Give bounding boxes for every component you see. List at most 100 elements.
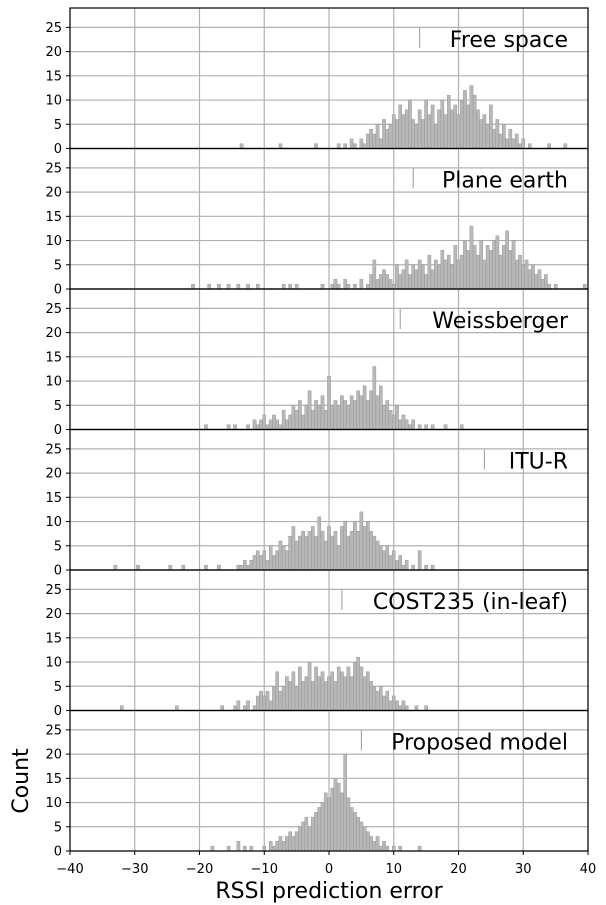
histogram-bar xyxy=(537,269,542,290)
histogram-bar xyxy=(317,676,322,711)
histogram-bar xyxy=(450,109,454,149)
histogram-bar xyxy=(372,841,377,852)
histogram-bar xyxy=(226,424,231,430)
histogram-bar xyxy=(314,143,318,149)
histogram-bar xyxy=(249,845,254,852)
histogram-bar xyxy=(359,395,364,430)
histogram-bar xyxy=(327,526,331,571)
histogram-bar xyxy=(372,259,377,290)
histogram-bar xyxy=(239,143,244,149)
histogram-bar xyxy=(498,133,503,149)
histogram-bar xyxy=(476,109,480,149)
y-tick-label: 5 xyxy=(54,820,62,835)
histogram-bar xyxy=(479,240,483,290)
histogram-bar xyxy=(382,405,386,430)
histogram-bar xyxy=(514,259,519,290)
histogram-bar xyxy=(336,782,341,852)
x-tick-label: 40 xyxy=(580,862,597,877)
histogram-bar xyxy=(288,831,292,852)
x-tick-label: 0 xyxy=(325,862,333,877)
histogram-bar xyxy=(285,419,289,430)
histogram-bar xyxy=(204,424,208,430)
histogram-bar xyxy=(395,405,399,430)
histogram-bar xyxy=(359,821,364,852)
histogram-bar xyxy=(401,269,406,290)
histogram-bar xyxy=(278,143,283,149)
histogram-bar xyxy=(294,283,299,290)
histogram-bar xyxy=(120,705,124,711)
histogram-bar xyxy=(472,245,477,290)
histogram-bar xyxy=(327,376,331,430)
histogram-bar xyxy=(527,269,532,290)
histogram-bar xyxy=(446,95,451,149)
histogram-bar xyxy=(366,400,370,430)
histogram-bar xyxy=(372,686,377,711)
histogram-bar xyxy=(343,753,347,852)
y-tick-label: 25 xyxy=(45,302,62,317)
histogram-bar xyxy=(346,666,351,711)
histogram-bar xyxy=(472,95,477,149)
histogram-bar xyxy=(424,564,428,571)
y-tick-label: 0 xyxy=(54,283,62,298)
histogram-bar xyxy=(372,366,377,430)
histogram-bar xyxy=(301,414,305,430)
histogram-bar xyxy=(463,240,467,290)
histogram-bar xyxy=(349,807,354,852)
histogram-bar xyxy=(259,690,263,711)
histogram-bar xyxy=(346,283,351,290)
histogram-bar xyxy=(304,676,309,711)
histogram-bar xyxy=(278,690,283,711)
histogram-bar xyxy=(307,390,312,430)
histogram-bar xyxy=(349,138,354,149)
histogram-bar xyxy=(540,279,545,290)
histogram-bar xyxy=(375,395,380,430)
histogram-bar xyxy=(340,526,344,571)
histogram-bar xyxy=(401,564,406,571)
histogram-bar xyxy=(320,802,325,852)
histogram-bar xyxy=(320,395,325,430)
histogram-bar xyxy=(317,516,322,571)
y-tick-label: 5 xyxy=(54,118,62,133)
histogram-bar xyxy=(356,531,360,571)
histogram-bar xyxy=(446,254,451,290)
histogram-bar xyxy=(191,283,195,290)
histogram-bar xyxy=(531,264,535,290)
histogram-bar xyxy=(265,424,270,430)
histogram-bar xyxy=(285,550,289,571)
histogram-bar xyxy=(220,705,224,711)
histogram-bar xyxy=(362,385,367,430)
x-tick-label: −20 xyxy=(186,862,213,877)
histogram-bar xyxy=(359,138,364,149)
histogram-bar xyxy=(489,250,493,290)
y-tick-label: 10 xyxy=(45,796,62,811)
histogram-bar xyxy=(317,405,322,430)
histogram-bar xyxy=(294,686,299,711)
histogram-bar xyxy=(453,104,458,149)
histogram-bar xyxy=(469,85,474,149)
histogram-bar xyxy=(414,705,419,711)
histogram-bar xyxy=(398,104,403,149)
histogram-bar xyxy=(479,119,483,149)
histogram-bar xyxy=(379,138,383,149)
histogram-bar xyxy=(385,545,390,571)
histogram-bar xyxy=(346,797,351,852)
histogram-bar xyxy=(382,119,386,149)
histogram-bar xyxy=(204,564,208,571)
histogram-bar xyxy=(255,550,260,571)
histogram-bar xyxy=(417,259,422,290)
histogram-bar xyxy=(398,419,403,430)
histogram-bar xyxy=(323,681,328,711)
histogram-bar xyxy=(301,681,305,711)
histogram-bar xyxy=(404,109,409,149)
histogram-bar xyxy=(430,269,435,290)
histogram-bar xyxy=(330,283,335,290)
histogram-bar xyxy=(353,812,357,852)
histogram-bar xyxy=(353,400,357,430)
histogram-bar xyxy=(233,424,237,430)
histogram-bar xyxy=(459,424,464,430)
y-tick-label: 25 xyxy=(45,21,62,36)
histogram-bar xyxy=(385,274,390,290)
histogram-bar xyxy=(459,254,464,290)
histogram-bar xyxy=(252,705,257,711)
